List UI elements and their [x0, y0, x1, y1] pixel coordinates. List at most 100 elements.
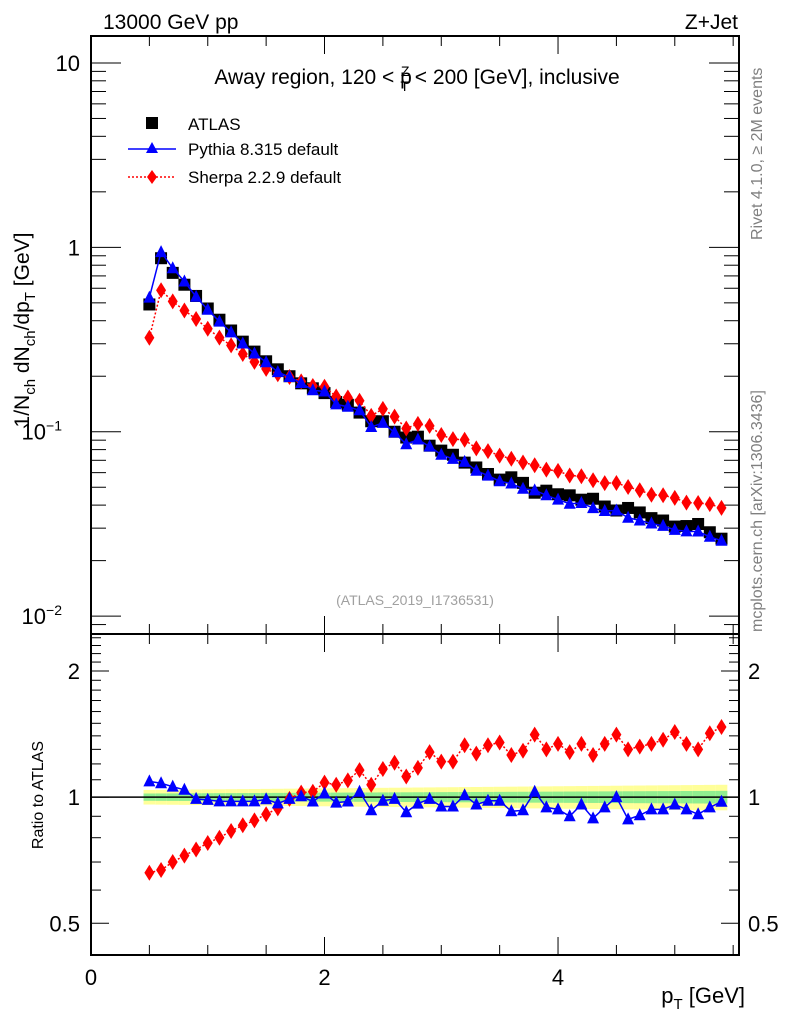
sherpa-ratio-point: [389, 754, 400, 771]
sherpa-data-point: [588, 472, 599, 489]
sherpa-ratio-point: [226, 823, 237, 840]
sherpa-ratio-point: [319, 774, 330, 791]
rivet-label: Rivet 4.1.0, ≥ 2M events: [749, 68, 766, 240]
x-tick-label: 2: [318, 965, 330, 990]
sherpa-ratio-point: [646, 735, 657, 752]
atlas-data-point: [587, 492, 600, 505]
sherpa-ratio-point: [669, 723, 680, 740]
sherpa-data-point: [424, 417, 435, 434]
sherpa-ratio-point: [249, 812, 260, 829]
pythia-ratio-point: [318, 786, 331, 799]
legend-pythia-marker: [146, 142, 158, 153]
pythia-ratio-point: [552, 802, 565, 815]
pythia-ratio-point: [306, 794, 319, 807]
legend-pythia-label: Pythia 8.315 default: [188, 140, 339, 159]
pythia-ratio-point: [260, 792, 273, 805]
atlas-data-point: [633, 506, 646, 519]
sherpa-ratio-point: [261, 806, 272, 823]
pythia-data-point: [668, 522, 681, 535]
pythia-data-point: [493, 474, 506, 487]
sherpa-data-point: [658, 487, 669, 504]
sherpa-ratio-point: [214, 829, 225, 846]
sherpa-ratio-point: [179, 847, 190, 864]
sherpa-data-point: [693, 494, 704, 511]
sherpa-data-point: [459, 431, 470, 448]
pythia-data-point: [610, 503, 623, 516]
sherpa-ratio-point: [623, 741, 634, 758]
ratio-y-tick-label: 0.5: [49, 911, 80, 936]
pythia-ratio-point: [692, 807, 705, 820]
pythia-ratio-point: [680, 802, 693, 815]
pythia-ratio-point: [657, 802, 670, 815]
pythia-data-point: [703, 529, 716, 542]
pythia-data-point: [505, 476, 518, 489]
sherpa-ratio-point: [529, 726, 540, 743]
sherpa-data-point: [576, 468, 587, 485]
legend: ATLAS Pythia 8.315 default Sherpa 2.2.9 …: [128, 115, 341, 187]
sherpa-ratio-point: [482, 737, 493, 754]
pythia-ratio-point: [213, 794, 226, 807]
sherpa-ratio-point: [564, 744, 575, 761]
sherpa-data-point: [412, 415, 423, 432]
pythia-data-point: [481, 468, 494, 481]
sherpa-data-point: [447, 431, 458, 448]
pythia-data-point: [376, 415, 389, 428]
pythia-data-point: [155, 245, 168, 258]
sherpa-ratio-point: [576, 735, 587, 752]
sherpa-ratio-point: [436, 753, 447, 770]
y-tick-label: 10: [56, 51, 80, 76]
pythia-ratio-point: [645, 802, 658, 815]
pythia-ratio-point: [505, 804, 518, 817]
sherpa-data-point: [179, 302, 190, 319]
sherpa-data-point: [564, 467, 575, 484]
sherpa-ratio-point: [202, 835, 213, 852]
pythia-ratio-point: [528, 784, 541, 797]
pythia-data-point: [213, 314, 226, 327]
pythia-data-point: [318, 384, 331, 397]
sherpa-ratio-point: [693, 741, 704, 758]
pythia-data-point: [587, 501, 600, 514]
pythia-ratio-point: [178, 782, 191, 795]
atlas-data-point: [563, 489, 576, 502]
main-title: Away region, 120 < pZ T < 200 [GeV], incl…: [214, 63, 619, 94]
sherpa-ratio-point: [588, 747, 599, 764]
sherpa-data-point: [681, 494, 692, 511]
pythia-ratio-point: [166, 779, 179, 792]
pythia-ratio-point: [517, 803, 529, 816]
x-tick-label: 0: [85, 965, 97, 990]
x-axis-label: pT [GeV]: [661, 983, 745, 1013]
pythia-ratio-point: [563, 809, 576, 822]
pythia-ratio-point: [622, 812, 635, 825]
sherpa-ratio-point: [716, 718, 727, 735]
pythia-ratio-point: [400, 805, 413, 818]
pythia-ratio-point: [715, 794, 728, 807]
pythia-data-point: [552, 492, 565, 505]
sherpa-data-point: [389, 408, 400, 425]
pythia-data-point: [271, 365, 284, 378]
pythia-ratio-point: [236, 794, 249, 807]
pythia-ratio-point: [365, 803, 378, 816]
ratio-y-tick-label-right: 2: [748, 659, 760, 684]
sherpa-data-point: [167, 293, 178, 310]
pythia-data-point: [435, 447, 448, 460]
pythia-data-point: [248, 346, 261, 359]
pythia-ratio-point: [201, 792, 214, 805]
sherpa-ratio-point: [144, 864, 155, 881]
sherpa-ratio-point: [331, 776, 342, 793]
pythia-data-point: [190, 289, 203, 302]
sherpa-data-point: [354, 392, 365, 409]
ratio-y-tick-label-right: 0.5: [748, 911, 779, 936]
sherpa-ratio-point: [412, 759, 423, 776]
pythia-data-point: [423, 439, 436, 452]
pythia-ratio-point: [330, 795, 343, 808]
pythia-data-point: [330, 397, 343, 410]
pythia-data-point: [540, 488, 553, 501]
atlas-data-point: [692, 517, 705, 530]
pythia-data-point: [201, 302, 214, 315]
pythia-ratio-point: [376, 793, 389, 806]
pythia-ratio-point: [668, 797, 681, 810]
pythia-ratio-point: [353, 784, 366, 797]
sherpa-data-point: [202, 320, 213, 337]
pythia-data-point: [260, 355, 273, 368]
sherpa-data-point: [634, 482, 645, 499]
